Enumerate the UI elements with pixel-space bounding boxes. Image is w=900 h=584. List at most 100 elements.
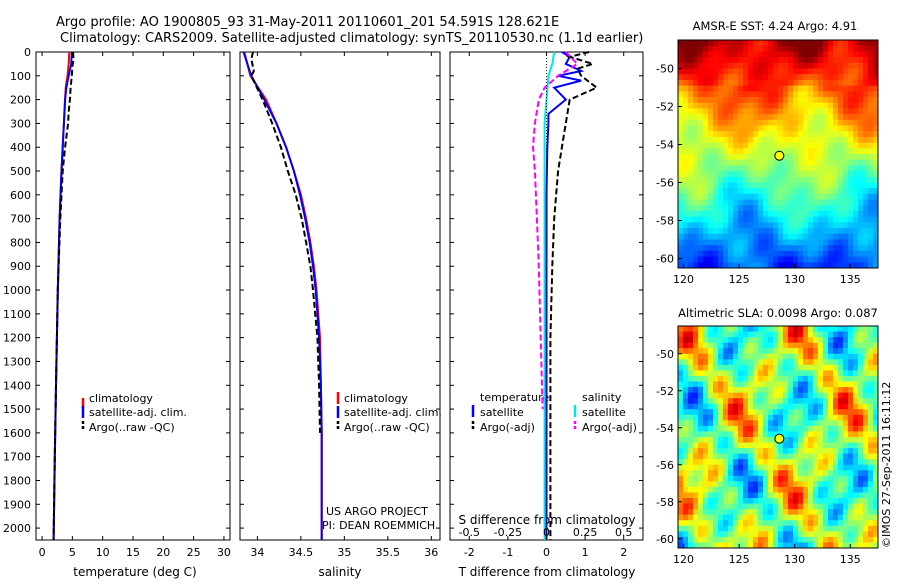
heatmap-cell: [843, 85, 849, 92]
heatmap-cell: [748, 531, 754, 538]
heatmap-cell: [778, 40, 784, 47]
heatmap-cell: [713, 348, 719, 355]
heatmap-cell: [708, 337, 714, 344]
heatmap-cell: [748, 381, 754, 388]
heatmap-cell: [828, 498, 834, 505]
heatmap-cell: [863, 262, 869, 269]
heatmap-cell: [768, 520, 774, 527]
heatmap-cell: [688, 492, 694, 499]
heatmap-cell: [683, 531, 689, 538]
heatmap-cell: [863, 154, 869, 161]
heatmap-cell: [873, 370, 879, 377]
heatmap-cell: [763, 331, 769, 338]
heatmap-cell: [758, 420, 764, 427]
temperature-legend: climatology satellite-adj. clim. Argo(..…: [81, 392, 187, 434]
heatmap-cell: [808, 503, 814, 510]
heatmap-cell: [728, 131, 734, 138]
heatmap-cell: [718, 514, 724, 521]
heatmap-cell: [843, 337, 849, 344]
heatmap-cell: [763, 211, 769, 218]
heatmap-cell: [713, 503, 719, 510]
heatmap-cell: [698, 536, 704, 543]
heatmap-cell: [758, 57, 764, 64]
heatmap-cell: [838, 348, 844, 355]
heatmap-cell: [693, 448, 699, 455]
heatmap-cell: [873, 211, 879, 218]
heatmap-cell: [678, 108, 684, 115]
heatmap-cell: [828, 79, 834, 87]
heatmap-cell: [693, 125, 699, 132]
heatmap-cell: [733, 131, 739, 138]
heatmap-cell: [723, 199, 729, 206]
heatmap-cell: [813, 375, 819, 382]
heatmap-cell: [753, 414, 759, 421]
heatmap-cell: [738, 525, 744, 532]
heatmap-cell: [733, 353, 739, 360]
heatmap-cell: [813, 381, 819, 388]
heatmap-cell: [868, 409, 874, 416]
heatmap-cell: [838, 331, 844, 338]
heatmap-cell: [838, 68, 844, 75]
heatmap-cell: [728, 199, 734, 206]
heatmap-cell: [843, 211, 849, 218]
heatmap-cell: [808, 398, 814, 405]
heatmap-cell: [758, 233, 764, 240]
heatmap-cell: [778, 398, 784, 405]
heatmap-cell: [683, 359, 689, 366]
heatmap-cell: [693, 40, 699, 47]
heatmap-cell: [758, 331, 764, 338]
heatmap-cell: [828, 114, 834, 121]
heatmap-cell: [733, 531, 739, 538]
heatmap-cell: [713, 453, 719, 460]
heatmap-cell: [808, 205, 814, 212]
heatmap-cell: [713, 239, 719, 246]
heatmap-cell: [863, 91, 869, 98]
heatmap-cell: [798, 364, 804, 371]
heatmap-cell: [698, 392, 704, 399]
heatmap-cell: [713, 62, 719, 69]
heatmap-cell: [678, 514, 684, 521]
heatmap-cell: [748, 250, 754, 258]
heatmap-cell: [788, 188, 794, 195]
heatmap-cell: [688, 85, 694, 92]
heatmap-cell: [858, 403, 864, 410]
heatmap-cell: [868, 442, 874, 449]
heatmap-cell: [723, 131, 729, 138]
heatmap-cell: [823, 262, 829, 269]
heatmap-cell: [693, 233, 699, 240]
heatmap-cell: [693, 442, 699, 449]
heatmap-cell: [758, 108, 764, 115]
heatmap-cell: [723, 542, 729, 549]
heatmap-cell: [803, 62, 809, 69]
heatmap-cell: [793, 176, 799, 183]
heatmap-cell: [818, 97, 824, 104]
heatmap-cell: [793, 514, 799, 521]
heatmap-cell: [753, 125, 759, 132]
heatmap-cell: [823, 542, 829, 549]
heatmap-cell: [823, 154, 829, 161]
heatmap-cell: [753, 148, 759, 155]
x-tick-label: 125: [729, 553, 750, 566]
heatmap-cell: [763, 228, 769, 235]
heatmap-cell: [698, 45, 704, 52]
heatmap-cell: [783, 114, 789, 121]
heatmap-cell: [753, 154, 759, 161]
heatmap-cell: [853, 520, 859, 527]
heatmap-cell: [828, 239, 834, 246]
heatmap-cell: [688, 409, 694, 416]
heatmap-cell: [723, 176, 729, 183]
heatmap-cell: [708, 375, 714, 382]
y-tick-label: 800: [10, 236, 31, 249]
heatmap-cell: [803, 387, 809, 394]
heatmap-cell: [848, 57, 854, 64]
heatmap-cell: [803, 171, 809, 178]
heatmap-cell: [678, 68, 684, 75]
heatmap-cell: [838, 211, 844, 218]
heatmap-cell: [703, 239, 709, 246]
heatmap-cell: [833, 514, 839, 521]
heatmap-cell: [873, 142, 879, 149]
heatmap-cell: [828, 387, 834, 394]
heatmap-cell: [768, 171, 774, 178]
heatmap-cell: [828, 68, 834, 75]
heatmap-cell: [728, 420, 734, 427]
